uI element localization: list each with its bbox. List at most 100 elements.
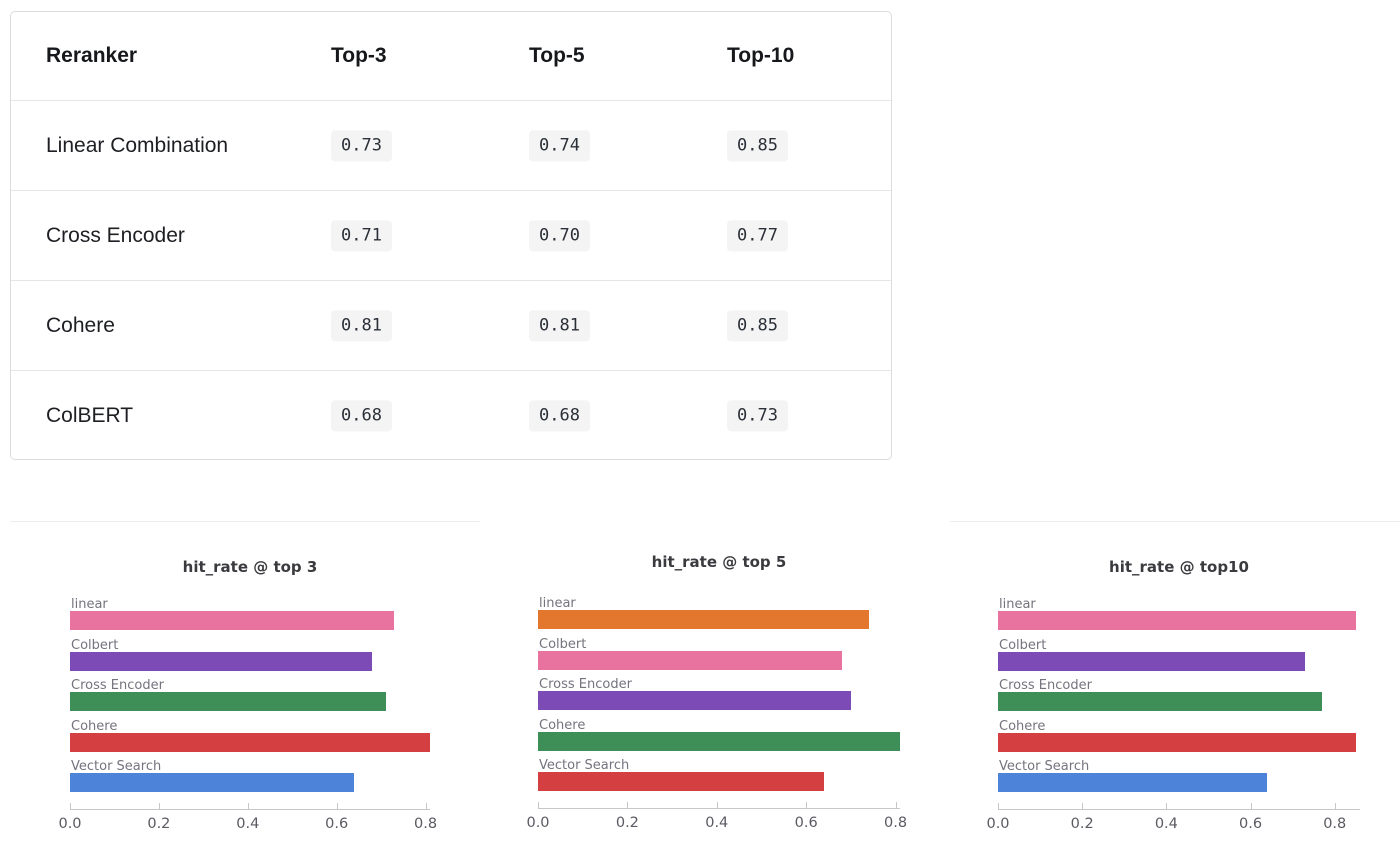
metric-value-pill: 0.85	[727, 309, 788, 342]
bar-category-label: linear	[539, 596, 576, 611]
bar	[538, 772, 825, 791]
bar	[538, 691, 851, 710]
reranker-results-table: Reranker Top-3 Top-5 Top-10 Linear Combi…	[10, 11, 892, 460]
bar-row: Cross Encoder	[70, 679, 430, 715]
bar	[70, 773, 355, 792]
column-header-top5: Top-5	[529, 44, 585, 67]
axis-tick-label: 0.6	[325, 816, 349, 832]
bar-category-label: Colbert	[539, 636, 587, 652]
bar	[998, 692, 1323, 711]
bar-category-label: Vector Search	[71, 759, 162, 774]
metric-value-pill: 0.81	[529, 309, 590, 342]
bar	[538, 731, 900, 751]
bar-row: Colbert	[998, 637, 1360, 675]
axis-tick	[158, 803, 160, 809]
axis-tick-label: 0.6	[1239, 816, 1263, 832]
axis-tick	[1082, 803, 1084, 809]
bar-row: Vector Search	[998, 760, 1360, 796]
axis-tick-label: 0.4	[705, 815, 729, 831]
x-axis-line: 0.0 0.2 0.4 0.6 0.8	[986, 803, 1360, 832]
metric-value-pill: 0.85	[727, 129, 788, 162]
axis-tick	[247, 803, 249, 809]
metric-value-pill: 0.73	[727, 399, 788, 432]
axis-tick	[627, 802, 629, 808]
table-row: Cohere 0.81 0.81 0.85	[11, 280, 891, 370]
bar	[70, 732, 430, 752]
bar-category-label: Cohere	[539, 717, 586, 733]
bar	[538, 650, 842, 670]
axis-tick-label: 0.4	[1154, 816, 1178, 832]
bar-row: Vector Search	[70, 760, 430, 796]
metric-value-pill: 0.70	[529, 219, 590, 252]
bar	[998, 611, 1356, 630]
x-axis-line: 0.0 0.2 0.4 0.6 0.8	[526, 802, 907, 831]
table-header-row: Reranker Top-3 Top-5 Top-10	[11, 12, 891, 100]
axis-tick	[998, 803, 999, 809]
table-row: Linear Combination 0.73 0.74 0.85	[11, 100, 891, 190]
axis-tick-label: 0.2	[147, 816, 171, 832]
bar-row: linear	[538, 597, 900, 633]
metric-value-pill: 0.71	[331, 219, 392, 252]
column-header-top3: Top-3	[331, 44, 387, 67]
metric-value-pill: 0.68	[529, 399, 590, 432]
chart-title: hit_rate @ top 3	[182, 558, 318, 576]
metric-value-pill: 0.73	[331, 129, 392, 162]
bar	[70, 692, 386, 711]
axis-tick	[806, 802, 808, 808]
bar-row: Cross Encoder	[538, 678, 900, 714]
bar-category-label: Cross Encoder	[539, 677, 632, 692]
chart-card-hit-rate-top10: hit_rate @ top10 linear Colbert Cross Enco…	[950, 521, 1400, 866]
bar-category-label: Vector Search	[999, 759, 1090, 774]
metric-value-pill: 0.68	[331, 399, 392, 432]
chart-title: hit_rate @ top 5	[651, 553, 787, 571]
reranker-name-cell: Cohere	[46, 313, 115, 337]
axis-tick-label: 0.0	[986, 816, 1010, 832]
reranker-name-cell: ColBERT	[46, 403, 134, 427]
axis-tick	[895, 802, 897, 808]
column-header-top10: Top-10	[727, 44, 795, 67]
reranker-name-cell: Cross Encoder	[46, 223, 185, 247]
axis-tick	[336, 803, 338, 809]
bar-category-label: linear	[71, 597, 108, 612]
bar-row: Cohere	[70, 719, 430, 756]
bar-category-label: linear	[999, 597, 1036, 612]
axis-tick	[538, 802, 539, 808]
column-header-reranker: Reranker	[46, 44, 138, 67]
bar	[70, 651, 373, 671]
metric-value-pill: 0.81	[331, 309, 392, 342]
axis-tick	[1250, 803, 1252, 809]
bar-row: Cohere	[538, 717, 900, 755]
bar	[998, 732, 1356, 752]
axis-tick-label: 0.0	[58, 816, 82, 832]
bar	[998, 773, 1268, 792]
bar-row: Colbert	[70, 637, 430, 675]
axis-tick-label: 0.4	[236, 816, 260, 832]
bar-category-label: Vector Search	[539, 758, 630, 773]
chart-card-hit-rate-top5: hit_rate @ top 5 linear Colbert Cross Enco…	[480, 521, 940, 866]
table-row: ColBERT 0.68 0.68 0.73	[11, 370, 891, 460]
axis-tick-label: 0.8	[883, 815, 908, 831]
metric-value-pill: 0.74	[529, 129, 590, 162]
bar-category-label: Cross Encoder	[71, 678, 164, 693]
bar	[998, 651, 1306, 671]
axis-tick-label: 0.0	[526, 815, 550, 831]
bar-row: linear	[998, 598, 1360, 634]
bar-row: Colbert	[538, 636, 900, 674]
bar-category-label: Colbert	[999, 637, 1047, 653]
bar-category-label: Colbert	[71, 637, 119, 653]
bar-category-label: Cross Encoder	[999, 678, 1092, 693]
axis-tick-label: 0.8	[1323, 816, 1347, 832]
bar-row: Cross Encoder	[998, 679, 1360, 715]
bar-category-label: Cohere	[999, 718, 1046, 734]
axis-tick	[1166, 803, 1168, 809]
metric-value-pill: 0.77	[727, 219, 788, 252]
bar	[538, 610, 869, 629]
bar-row: Vector Search	[538, 759, 900, 795]
bar	[70, 611, 395, 630]
bar-row: linear	[70, 598, 430, 634]
table-row: Cross Encoder 0.71 0.70 0.77	[11, 190, 891, 280]
axis-tick-label: 0.8	[414, 816, 438, 832]
axis-tick	[70, 803, 71, 809]
reranker-name-cell: Linear Combination	[46, 133, 229, 157]
